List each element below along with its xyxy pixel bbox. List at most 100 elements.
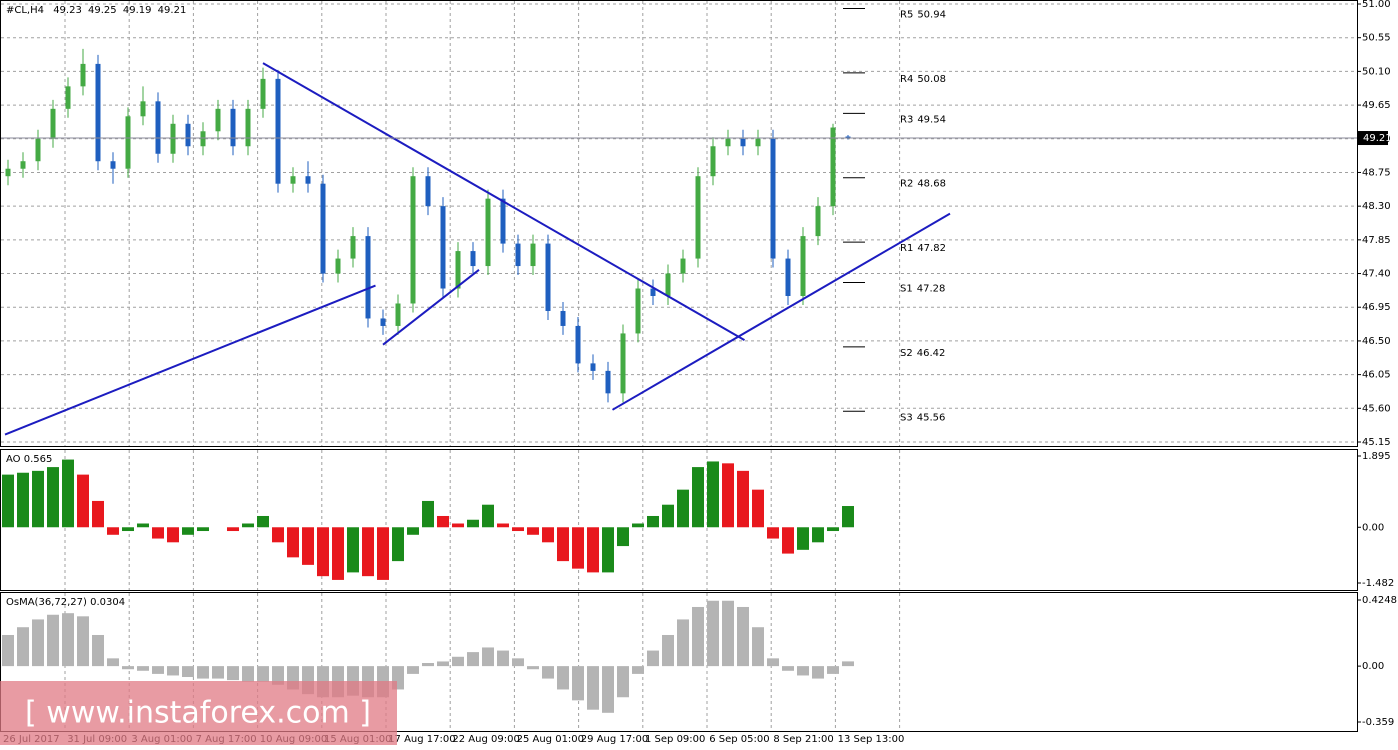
pivot-name: R1 xyxy=(900,243,913,254)
candle-body xyxy=(845,136,851,139)
low: 49.19 xyxy=(123,5,152,16)
bar xyxy=(842,506,854,528)
osma-header: OsMA(36,72,27) 0.0304 xyxy=(6,597,125,608)
pivot-value: 50.08 xyxy=(917,74,946,85)
ao-header: AO 0.565 xyxy=(6,454,52,465)
close: 49.21 xyxy=(158,5,187,16)
candle-body xyxy=(815,206,821,237)
main-panel xyxy=(0,0,1358,447)
candle-body xyxy=(185,123,191,147)
trendline xyxy=(382,269,480,346)
bar xyxy=(572,666,584,701)
bar xyxy=(557,527,569,562)
bar xyxy=(812,527,824,543)
y-tick-label: 46.05 xyxy=(1362,370,1391,381)
watermark: [ www.instaforex.com ] xyxy=(25,696,371,731)
candle-body xyxy=(35,138,41,162)
bar xyxy=(152,666,164,674)
pivot-label: S2 46.42 xyxy=(900,348,945,359)
ao-panel xyxy=(0,449,1358,591)
candle-body xyxy=(755,138,761,147)
bar xyxy=(467,652,479,667)
bar xyxy=(722,600,734,667)
bar xyxy=(107,658,119,667)
bar xyxy=(812,666,824,679)
bar xyxy=(167,666,179,676)
y-tick-label: 45.15 xyxy=(1362,437,1391,448)
bar xyxy=(737,470,749,528)
candle-body xyxy=(470,251,476,267)
y-tick-label: 0.00 xyxy=(1362,522,1384,533)
candle-body xyxy=(770,138,776,259)
candle-body xyxy=(20,161,26,169)
candle-body xyxy=(545,243,551,311)
bar xyxy=(482,504,494,528)
candle-body xyxy=(275,78,281,184)
candle-body xyxy=(515,243,521,267)
bar xyxy=(692,467,704,528)
bar xyxy=(527,527,539,535)
y-tick-label: 47.85 xyxy=(1362,235,1391,246)
y-tick-label: 51.00 xyxy=(1362,0,1391,10)
bar xyxy=(752,627,764,667)
candle-body xyxy=(680,258,686,274)
bar xyxy=(47,614,59,667)
bar xyxy=(827,527,839,532)
y-tick-label: 0.4248 xyxy=(1362,595,1397,606)
bar xyxy=(62,613,74,667)
bar xyxy=(242,523,254,528)
x-tick-label: 6 Sep 05:00 xyxy=(709,734,769,745)
pivot-name: S1 xyxy=(900,284,913,295)
bar xyxy=(617,527,629,547)
bar xyxy=(152,527,164,539)
bar xyxy=(227,666,239,681)
osma-panel xyxy=(0,592,1358,732)
bar xyxy=(497,650,509,667)
pivot-name: S2 xyxy=(900,348,913,359)
bar xyxy=(107,527,119,535)
bar xyxy=(632,666,644,674)
bar xyxy=(767,658,779,667)
candle-body xyxy=(350,236,356,259)
bar xyxy=(677,489,689,528)
candle-body xyxy=(530,243,536,267)
bar xyxy=(182,527,194,535)
open: 49.23 xyxy=(53,5,82,16)
bar xyxy=(227,527,239,532)
bar xyxy=(167,527,179,543)
y-tick-label: -1.482 xyxy=(1362,578,1394,589)
bar xyxy=(242,666,254,682)
bar xyxy=(497,523,509,528)
pivot-value: 47.82 xyxy=(917,243,946,254)
bar xyxy=(287,527,299,558)
candle-body xyxy=(320,183,326,274)
candle-body xyxy=(230,108,236,147)
bar xyxy=(122,666,134,670)
bar xyxy=(587,527,599,573)
candle-body xyxy=(725,138,731,147)
trendline xyxy=(611,212,951,411)
header: #CL,H4 49.23 49.25 49.19 49.21 xyxy=(6,5,186,16)
bar xyxy=(722,463,734,528)
pivot-label: R2 48.68 xyxy=(900,179,946,190)
candle-body xyxy=(365,236,371,319)
x-tick-label: 13 Sep 13:00 xyxy=(838,734,905,745)
bar xyxy=(2,474,14,528)
x-tick-label: 17 Aug 17:00 xyxy=(388,734,455,745)
bar xyxy=(407,527,419,535)
bar xyxy=(347,527,359,573)
bar xyxy=(632,523,644,528)
y-tick-label: 50.10 xyxy=(1362,66,1391,77)
bar xyxy=(452,656,464,667)
candle-body xyxy=(200,131,206,147)
pivot-label: S1 47.28 xyxy=(900,284,945,295)
bar xyxy=(257,515,269,528)
candle-body xyxy=(740,138,746,147)
candle-body xyxy=(65,86,71,109)
bar xyxy=(482,647,494,667)
bar xyxy=(557,666,569,690)
candle-body xyxy=(50,108,56,139)
candle-body xyxy=(5,168,11,177)
bar xyxy=(212,666,224,679)
